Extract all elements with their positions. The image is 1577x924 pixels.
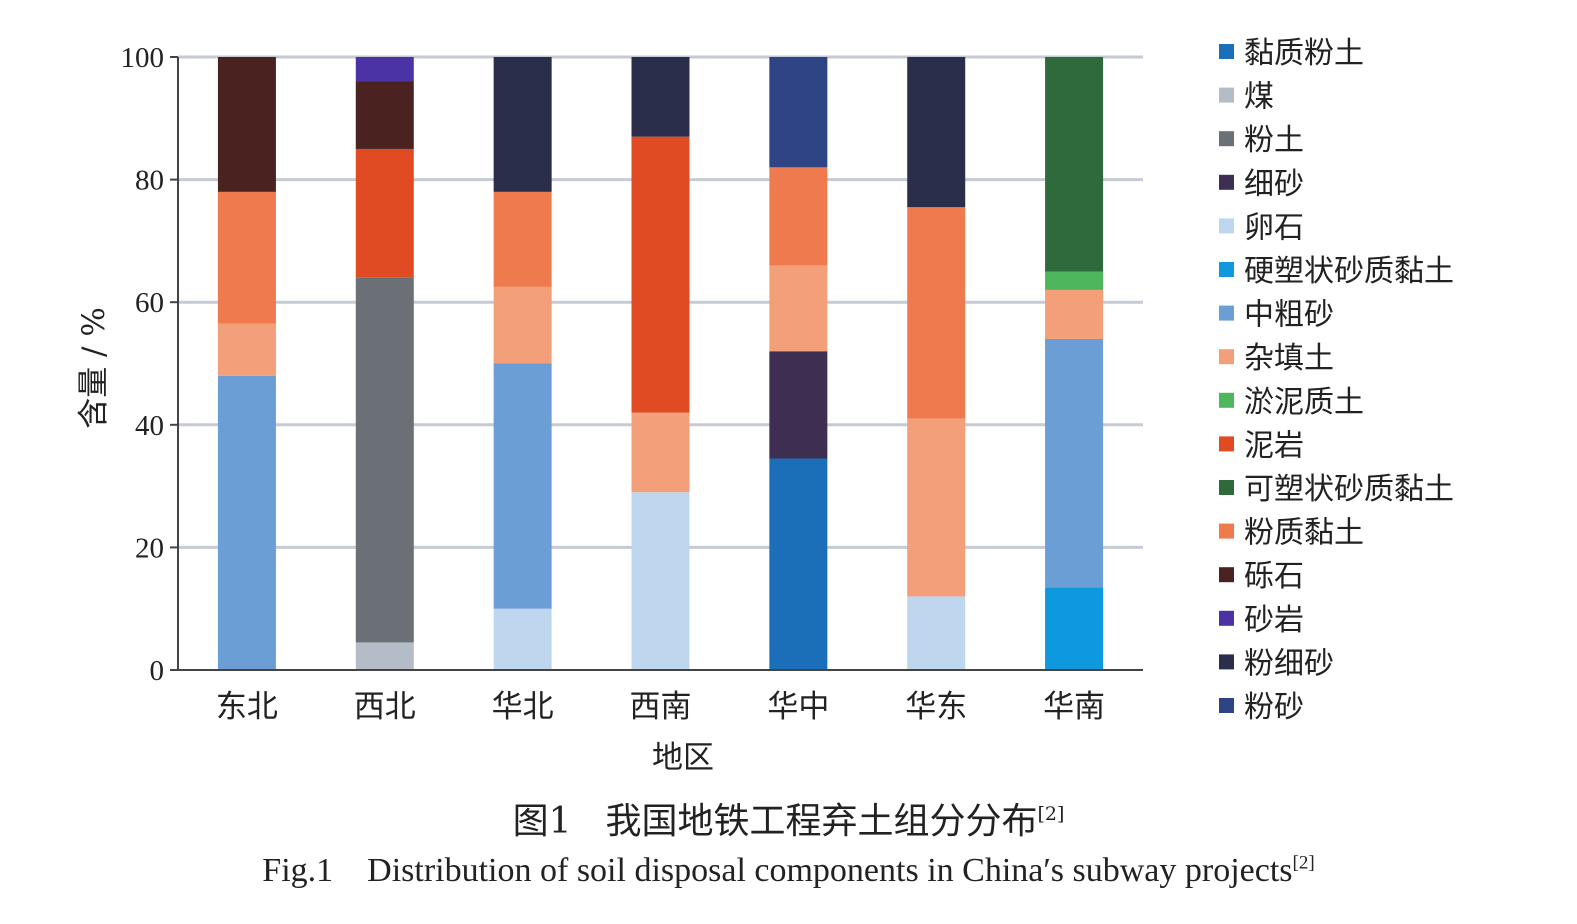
legend-label: 卵石 [1244,210,1304,245]
legend-swatch [1219,44,1234,59]
bar-segment [769,167,828,266]
bar-segment [493,286,552,364]
bar-segment [355,277,414,643]
legend-swatch [1219,87,1234,103]
y-tick-label: 80 [135,165,164,197]
bar-segment [631,57,690,137]
legend-swatch [1219,349,1234,365]
caption-cn-label: 图1 [512,801,572,842]
bar-segment [493,191,552,287]
legend-label: 泥岩 [1244,428,1304,463]
bar-segment [907,596,966,670]
bar-segment [1045,289,1104,339]
legend-swatch [1219,567,1234,583]
caption-en-text: Distribution of soil disposal components… [367,852,1293,889]
legend: 黏质粉土煤粉土细砂卵石硬塑状砂质黏土中粗砂杂填土淤泥质土泥岩可塑状砂质黏土粉质黏… [1219,36,1454,725]
legend-swatch [1219,218,1234,234]
bars-group [217,57,1104,670]
legend-swatch [1219,131,1234,147]
bar-segment [907,418,966,597]
x-axis-label: 地区 [652,740,714,776]
y-tick-label: 100 [121,42,165,74]
y-tick-label: 20 [135,532,164,564]
bar-segment [355,57,414,82]
bar-segment [1045,271,1104,290]
legend-label: 砾石 [1244,559,1304,594]
figure-caption-cn: 图1 我国地铁工程弃土组分分布[2] [0,792,1577,844]
caption-cn-ref: [2] [1037,803,1065,825]
bar-segment [631,492,690,670]
legend-label: 硬塑状砂质黏土 [1244,254,1454,289]
x-tick-label: 华南 [1043,689,1105,725]
legend-label: 粉细砂 [1244,646,1334,681]
bar-segment [1045,338,1104,588]
bar-segment [769,351,828,459]
bar-segment [217,375,276,670]
x-tick-label: 西北 [354,689,416,725]
legend-swatch [1219,698,1234,713]
bar-segment [217,57,276,192]
x-tick-label: 华东 [905,689,967,725]
legend-label: 煤 [1244,80,1274,115]
legend-swatch [1219,436,1234,452]
legend-label: 细砂 [1244,167,1304,202]
bar-segment [631,136,690,413]
legend-swatch [1219,392,1234,408]
legend-label: 黏质粉土 [1244,36,1364,71]
y-tick-label: 40 [135,410,164,442]
bar-segment [355,642,414,670]
bar-segment [493,363,552,609]
legend-swatch [1219,654,1234,670]
legend-swatch [1219,480,1234,495]
bar-segment [217,191,276,324]
caption-cn-text: 我国地铁工程弃土组分分布 [605,801,1038,842]
bar-segment [493,608,552,670]
y-tick-label: 0 [150,655,165,687]
axes-group: 东北 西北 华北 西南 华中 华东 华南 0 20 40 60 80 100 [121,42,1143,725]
legend-swatch [1219,305,1234,321]
legend-swatch [1219,523,1234,539]
bar-segment [907,57,966,208]
bar-segment [355,81,414,149]
bar-segment [907,207,966,419]
bar-segment [769,458,828,670]
legend-label: 粉砂 [1244,690,1304,725]
legend-swatch [1219,610,1234,626]
legend-label: 可塑状砂质黏土 [1244,472,1454,507]
bar-segment [493,57,552,192]
x-tick-label: 华北 [492,689,554,725]
bar-segment [1045,57,1104,272]
legend-label: 粉质黏土 [1244,516,1364,551]
legend-label: 杂填土 [1244,341,1334,376]
stacked-bar-chart: 东北 西北 华北 西南 华中 华东 华南 0 20 40 60 80 100 黏质粉土煤粉土细砂卵石硬塑… [76,36,1454,776]
y-tick-label: 60 [135,287,164,319]
bar-segment [217,323,276,376]
x-tick-label: 东北 [216,689,278,725]
x-tick-label: 西南 [630,689,692,725]
legend-swatch [1219,262,1234,277]
x-tick-label: 华中 [767,689,829,725]
legend-label: 中粗砂 [1244,298,1334,333]
bar-segment [1045,587,1104,670]
bar-segment [355,148,414,278]
legend-label: 粉土 [1244,123,1304,158]
caption-en-ref: [2] [1292,852,1315,874]
figure-caption-en: Fig.1 Distribution of soil disposal compo… [0,852,1577,890]
bar-segment [631,412,690,493]
y-axis-label: 含量 / % [76,307,112,429]
bar-segment [769,57,828,168]
legend-label: 淤泥质土 [1244,385,1364,420]
bar-segment [769,265,828,352]
legend-label: 砂岩 [1244,603,1304,638]
legend-swatch [1219,174,1234,190]
caption-en-label: Fig.1 [262,852,334,889]
